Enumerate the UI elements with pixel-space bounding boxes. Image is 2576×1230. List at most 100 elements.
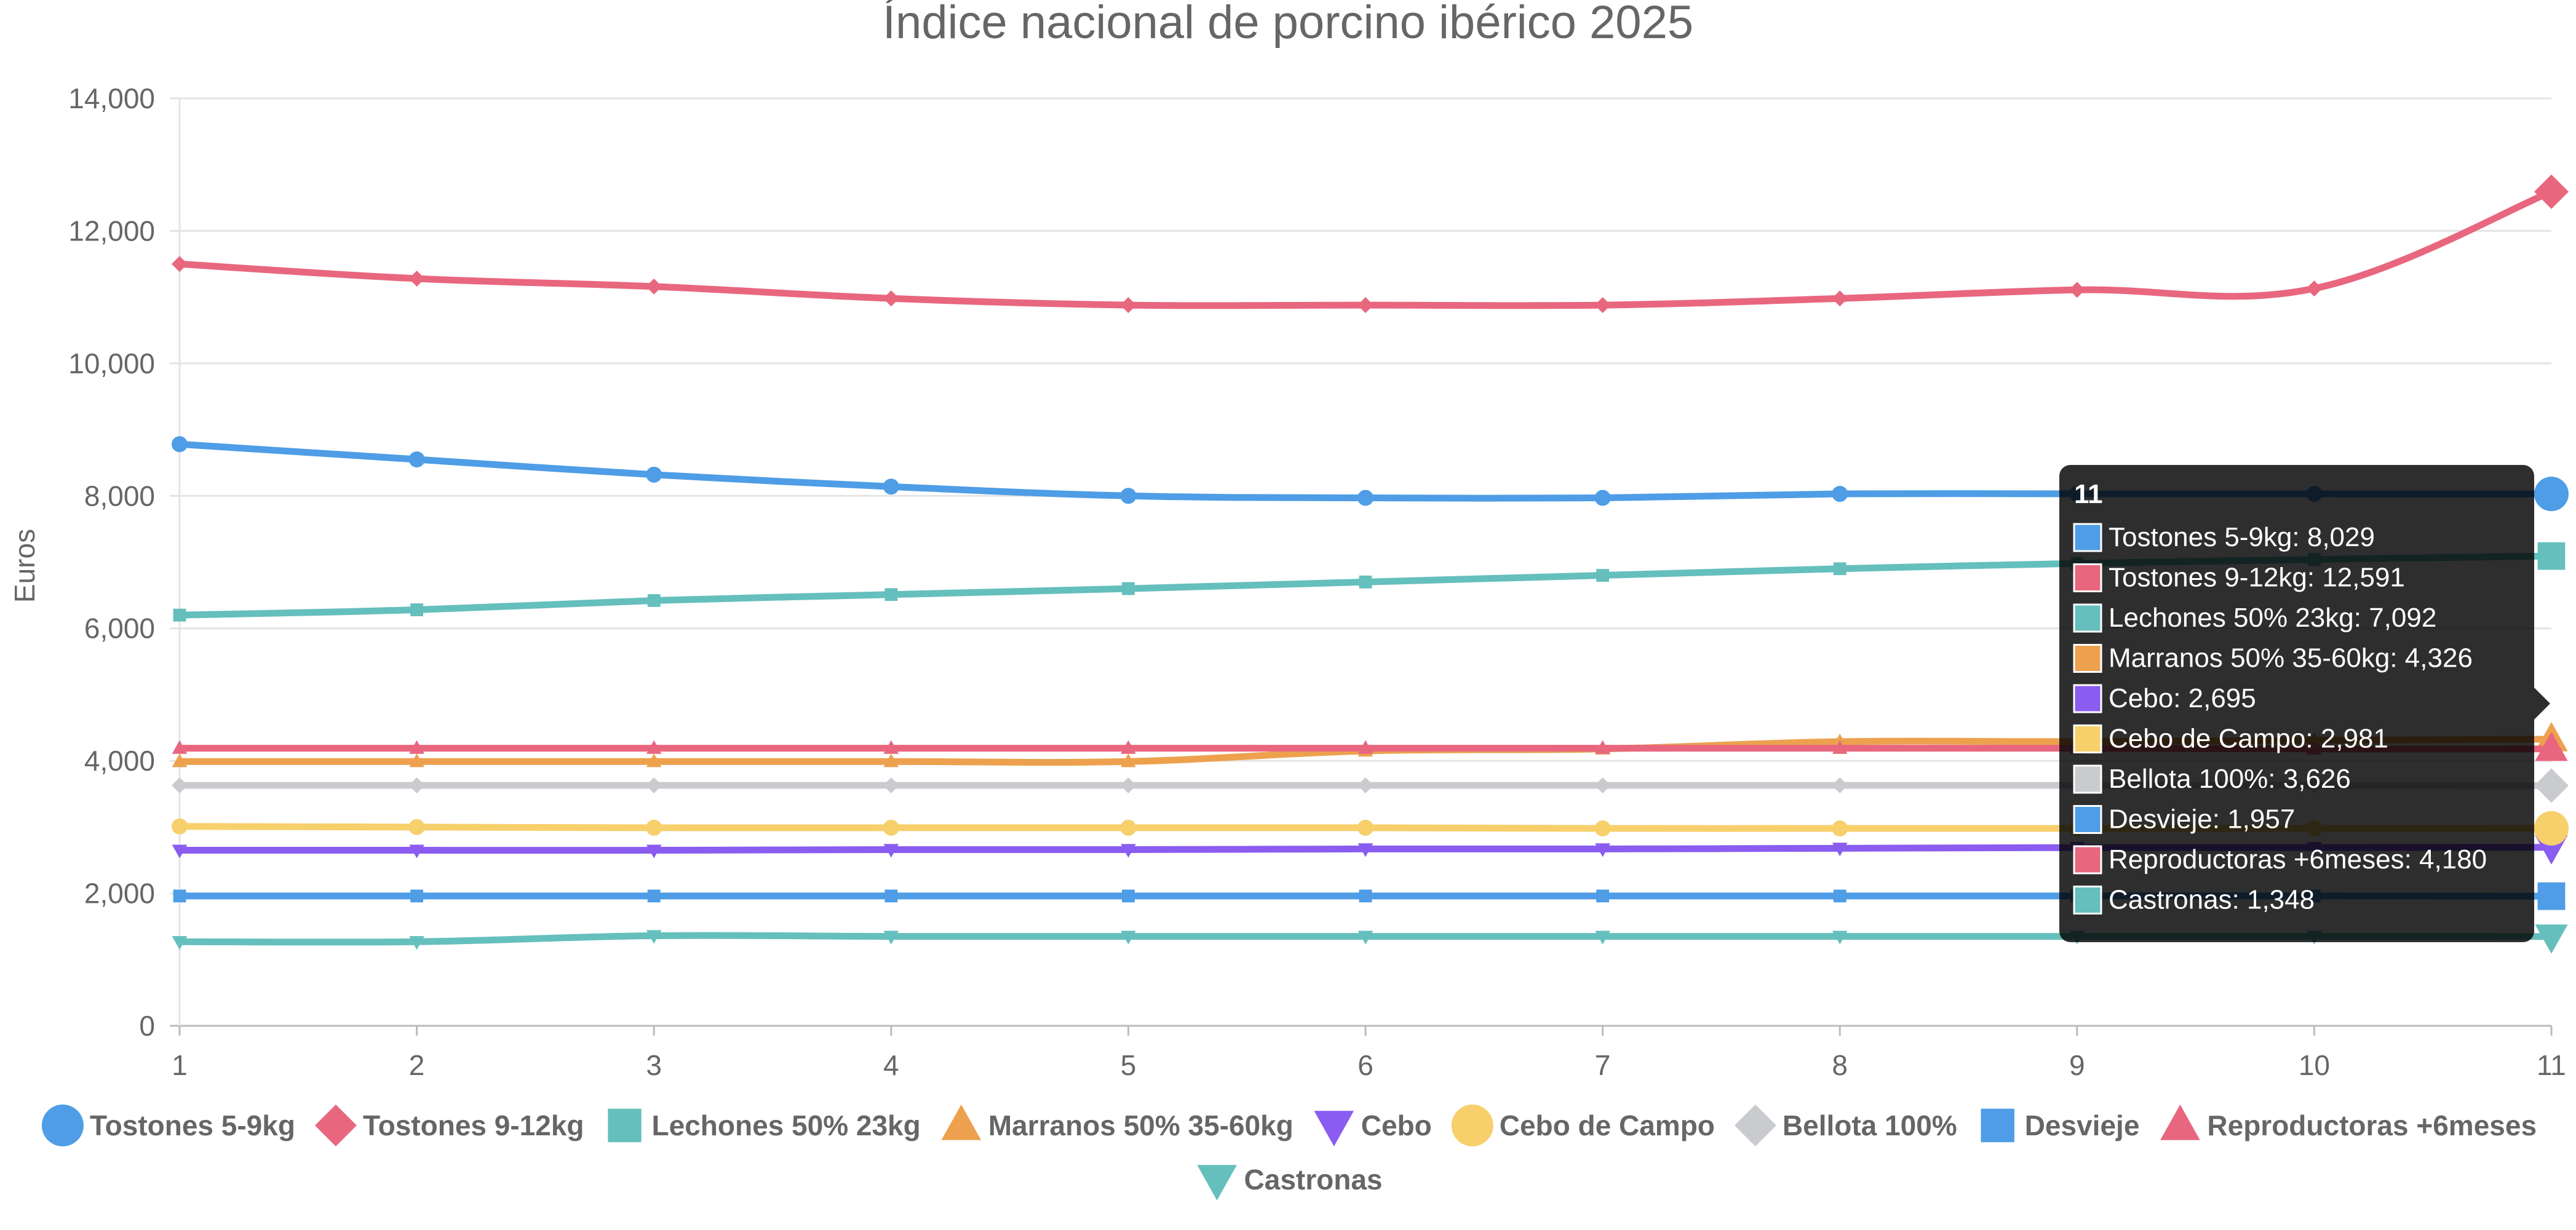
data-point[interactable] — [1595, 740, 1610, 754]
data-point[interactable] — [2535, 731, 2568, 761]
data-point[interactable] — [409, 844, 424, 859]
data-point[interactable] — [2069, 282, 2085, 298]
data-point[interactable] — [172, 844, 188, 859]
data-point[interactable] — [1594, 490, 1611, 506]
data-point[interactable] — [2306, 280, 2323, 297]
data-point[interactable] — [172, 936, 188, 950]
data-point[interactable] — [2537, 882, 2566, 910]
data-point[interactable] — [172, 256, 188, 272]
data-point[interactable] — [1120, 819, 1137, 836]
legend-item-lechones-50-23kg[interactable]: Lechones 50% 23kg — [608, 1108, 921, 1143]
data-point[interactable] — [883, 819, 899, 836]
data-point[interactable] — [1594, 297, 1611, 314]
data-point[interactable] — [883, 740, 899, 754]
data-point[interactable] — [1121, 753, 1136, 768]
legend-item-castronas[interactable]: Castronas — [1197, 1164, 1382, 1200]
data-point[interactable] — [1121, 740, 1136, 754]
data-point[interactable] — [1120, 488, 1137, 504]
data-point[interactable] — [1121, 930, 1136, 945]
data-point[interactable] — [173, 608, 186, 622]
data-point[interactable] — [646, 930, 662, 944]
data-point[interactable] — [1595, 930, 1610, 945]
data-point[interactable] — [2534, 477, 2569, 512]
data-point[interactable] — [1596, 889, 1609, 903]
data-point[interactable] — [883, 930, 899, 945]
data-point[interactable] — [883, 753, 899, 768]
legend-item-desvieje[interactable]: Desvieje — [1981, 1108, 2140, 1143]
data-point[interactable] — [1594, 777, 1611, 793]
legend-item-tostones-5-9kg[interactable]: Tostones 5-9kg — [41, 1105, 295, 1146]
legend-item-cebo-de-campo[interactable]: Cebo de Campo — [1451, 1105, 1715, 1146]
data-point[interactable] — [1358, 297, 1373, 314]
data-point[interactable] — [883, 844, 899, 858]
data-point[interactable] — [1358, 777, 1373, 793]
data-point[interactable] — [408, 451, 425, 468]
data-point[interactable] — [1832, 777, 1848, 793]
data-point[interactable] — [1358, 490, 1373, 506]
data-point[interactable] — [1832, 290, 1848, 307]
data-point[interactable] — [172, 740, 188, 754]
legend-item-bellota-100[interactable]: Bellota 100% — [1734, 1105, 1957, 1146]
data-point[interactable] — [2534, 811, 2569, 846]
data-point[interactable] — [883, 478, 899, 495]
data-point[interactable] — [1120, 777, 1137, 793]
data-point[interactable] — [647, 594, 661, 607]
data-point[interactable] — [409, 740, 424, 754]
data-point[interactable] — [172, 777, 188, 793]
data-point[interactable] — [410, 603, 423, 616]
legend-item-reproductoras-6meses[interactable]: Reproductoras +6meses — [2160, 1105, 2537, 1141]
data-point[interactable] — [172, 818, 188, 835]
data-point[interactable] — [1596, 569, 1609, 582]
data-point[interactable] — [2535, 924, 2568, 954]
data-point[interactable] — [646, 819, 662, 836]
data-point[interactable] — [2534, 174, 2569, 209]
data-point[interactable] — [647, 889, 661, 903]
data-point[interactable] — [1832, 740, 1848, 754]
tooltip-line: Tostones 5-9kg: 8,029 — [2109, 522, 2375, 552]
data-point[interactable] — [885, 588, 898, 601]
data-point[interactable] — [1358, 740, 1373, 754]
data-point[interactable] — [883, 290, 899, 307]
data-point[interactable] — [409, 936, 424, 950]
data-point[interactable] — [1832, 930, 1848, 945]
data-point[interactable] — [1359, 575, 1372, 589]
data-point[interactable] — [1358, 930, 1373, 945]
data-point[interactable] — [408, 819, 425, 835]
legend-item-marranos-50-35-60kg[interactable]: Marranos 50% 35-60kg — [941, 1105, 1294, 1141]
data-point[interactable] — [646, 753, 662, 768]
data-point[interactable] — [1594, 820, 1611, 837]
data-point[interactable] — [646, 777, 662, 793]
data-point[interactable] — [2537, 542, 2566, 570]
data-point[interactable] — [1832, 486, 1848, 502]
legend-item-cebo[interactable]: Cebo — [1314, 1109, 1432, 1146]
data-point[interactable] — [1358, 819, 1373, 836]
data-point[interactable] — [1833, 889, 1847, 903]
data-point[interactable] — [1833, 562, 1847, 576]
legend-item-tostones-9-12kg[interactable]: Tostones 9-12kg — [314, 1105, 584, 1146]
data-point[interactable] — [646, 740, 662, 754]
data-point[interactable] — [408, 270, 425, 287]
data-point[interactable] — [1595, 843, 1610, 857]
data-point[interactable] — [408, 777, 425, 793]
data-point[interactable] — [646, 844, 662, 859]
data-point[interactable] — [1832, 820, 1848, 837]
data-point[interactable] — [1122, 889, 1135, 903]
data-point[interactable] — [409, 753, 424, 768]
data-point[interactable] — [1359, 889, 1372, 903]
data-point[interactable] — [646, 278, 662, 295]
data-point[interactable] — [172, 753, 188, 768]
data-point[interactable] — [885, 889, 898, 903]
data-point[interactable] — [410, 889, 423, 903]
data-point[interactable] — [1832, 843, 1848, 857]
data-point[interactable] — [883, 777, 899, 793]
data-point[interactable] — [1358, 843, 1373, 857]
data-point[interactable] — [1122, 582, 1135, 595]
tooltip-line: Desvieje: 1,957 — [2109, 804, 2295, 835]
data-point[interactable] — [172, 436, 188, 453]
data-point[interactable] — [1120, 297, 1137, 314]
data-point[interactable] — [646, 466, 662, 483]
data-point[interactable] — [2534, 768, 2569, 803]
data-point[interactable] — [1121, 844, 1136, 858]
data-point[interactable] — [173, 889, 186, 903]
